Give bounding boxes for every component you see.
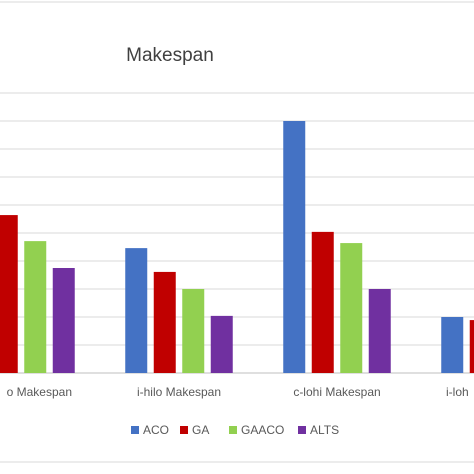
bar [153,271,176,373]
legend-label: GA [192,423,209,437]
bar [24,241,47,373]
x-tick-label: i-loh [446,385,469,399]
bar [311,231,334,373]
legend-swatch [298,426,306,434]
legend-swatch [229,426,237,434]
bar [469,320,474,373]
legend-label: ACO [143,423,169,437]
x-tick-label: c-lohi Makespan [293,385,380,399]
legend-swatch [131,426,139,434]
bar [210,315,233,373]
bar [283,121,306,373]
chart-border [0,1,474,463]
bar [52,268,75,373]
legend-label: GAACO [241,423,284,437]
legend-swatch [180,426,188,434]
bar [368,289,391,373]
legend-label: ALTS [310,423,339,437]
x-tick-label: i-hilo Makespan [137,385,221,399]
chart-title: Makespan [126,45,214,66]
x-tick-label: o Makespan [7,385,72,399]
bar [182,289,205,373]
bar [441,317,464,373]
bar [0,215,18,373]
bar [340,243,363,373]
bar [125,248,148,373]
